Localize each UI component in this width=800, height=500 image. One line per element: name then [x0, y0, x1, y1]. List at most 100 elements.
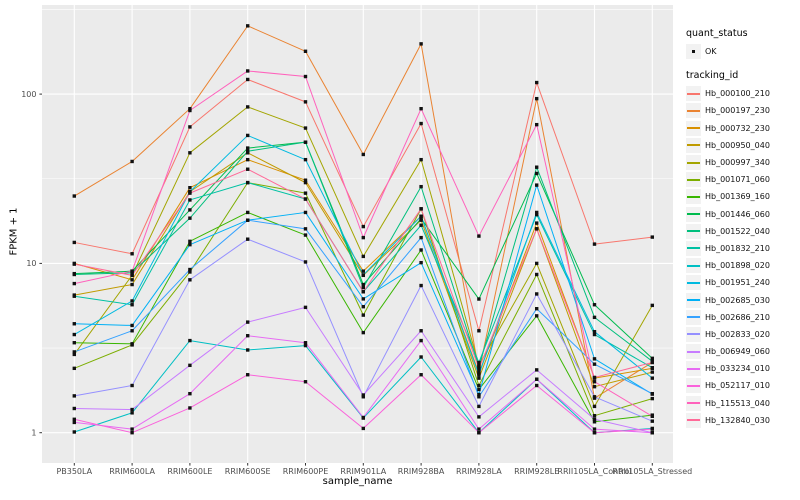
legend-entry-Hb_052117_010: Hb_052117_010	[686, 377, 798, 394]
data-point-Hb_002686_210	[535, 307, 539, 311]
data-point-Hb_000100_210	[188, 125, 192, 129]
data-point-Hb_132840_030	[303, 197, 308, 201]
data-point-Hb_002686_210	[477, 395, 481, 399]
data-point-Hb_002833_020	[419, 283, 423, 288]
legend-entry-Hb_002833_020: Hb_002833_020	[686, 326, 798, 343]
data-point-Hb_001951_240	[361, 273, 365, 277]
data-point-Hb_033234_010	[535, 377, 539, 381]
data-point-Hb_132840_030	[188, 191, 192, 195]
legend-entry-Hb_001522_040: Hb_001522_040	[686, 223, 798, 240]
data-point-Hb_001522_040	[535, 165, 539, 169]
data-point-Hb_001898_020	[303, 343, 308, 348]
data-point-Hb_052117_010	[592, 431, 597, 435]
legend-color-line	[687, 264, 700, 267]
data-point-Hb_001071_060	[535, 272, 539, 277]
data-point-Hb_001522_040	[419, 184, 423, 189]
data-point-Hb_001898_020	[72, 430, 76, 434]
legend-entry-label: Hb_000950_040	[705, 140, 770, 150]
legend-tracking-id-title: tracking_id	[686, 70, 739, 82]
data-point-Hb_001446_060	[650, 356, 654, 361]
data-point-Hb_000732_230	[188, 185, 192, 190]
data-point-Hb_001446_060	[361, 282, 365, 287]
data-point-Hb_000950_040	[477, 376, 481, 380]
legend: quant_status OK tracking_id Hb_000100_21…	[686, 28, 798, 429]
data-point-Hb_052117_010	[361, 426, 365, 431]
legend-spacer	[686, 60, 798, 70]
data-point-Hb_052117_010	[246, 373, 250, 377]
legend-color-line	[687, 230, 700, 233]
data-point-Hb_132840_030	[246, 167, 250, 171]
ok-point-icon	[691, 49, 696, 54]
data-point-Hb_006949_060	[592, 417, 597, 421]
legend-entry-label: Hb_000100_210	[705, 89, 770, 99]
data-point-Hb_001369_160	[188, 239, 192, 244]
data-point-Hb_000997_340	[303, 126, 308, 130]
data-point-Hb_001071_060	[592, 414, 597, 418]
data-point-Hb_001951_240	[650, 376, 654, 380]
data-point-Hb_002833_020	[188, 278, 192, 282]
legend-key-line-icon	[686, 120, 701, 136]
x-tick-label-RRII105LA_Stressed: RRII105LA_Stressed	[612, 467, 692, 476]
data-point-Hb_002686_210	[650, 391, 654, 396]
data-point-Hb_052117_010	[303, 380, 308, 384]
data-point-Hb_000997_340	[246, 105, 250, 109]
legend-entry-Hb_001898_020: Hb_001898_020	[686, 257, 798, 274]
data-point-Hb_001071_060	[72, 366, 76, 371]
data-point-Hb_033234_010	[477, 427, 481, 431]
data-point-Hb_002686_210	[188, 267, 192, 272]
legend-color-line	[687, 350, 700, 353]
data-point-Hb_001832_210	[188, 198, 192, 202]
data-point-Hb_001369_160	[419, 248, 423, 252]
data-point-Hb_033234_010	[246, 334, 250, 338]
legend-color-line	[687, 281, 700, 284]
data-point-Hb_115513_040	[130, 269, 134, 273]
data-point-Hb_000997_340	[592, 404, 597, 409]
legend-entry-label: Hb_001071_060	[705, 175, 770, 185]
data-point-Hb_001832_210	[592, 332, 597, 337]
x-axis-title: sample_name	[322, 476, 393, 487]
data-point-Hb_006949_060	[303, 305, 308, 310]
legend-entry-label: Hb_001522_040	[705, 226, 770, 236]
data-point-Hb_033234_010	[592, 427, 597, 431]
data-point-Hb_001522_040	[72, 272, 76, 277]
data-point-Hb_001898_020	[130, 411, 134, 415]
data-point-Hb_052117_010	[535, 383, 539, 388]
data-point-Hb_001951_240	[72, 332, 76, 337]
legend-entry-label: Hb_001369_160	[705, 192, 770, 202]
data-point-Hb_115513_040	[246, 69, 250, 73]
data-point-Hb_001951_240	[130, 299, 134, 303]
y-tick-label-10: 10	[26, 259, 36, 268]
legend-entry-Hb_000197_230: Hb_000197_230	[686, 102, 798, 119]
legend-color-line	[687, 109, 700, 112]
data-point-Hb_000732_230	[130, 278, 134, 282]
legend-key-line-icon	[686, 206, 701, 222]
data-point-Hb_000197_230	[361, 152, 365, 157]
data-point-Hb_052117_010	[130, 431, 134, 435]
legend-entry-Hb_115513_040: Hb_115513_040	[686, 395, 798, 412]
data-point-Hb_001832_210	[72, 294, 76, 298]
legend-key-line-icon	[686, 86, 701, 102]
data-point-Hb_001369_160	[477, 387, 481, 392]
data-point-Hb_002686_210	[72, 350, 76, 354]
legend-color-line	[687, 384, 700, 387]
data-point-Hb_001898_020	[419, 355, 423, 359]
data-point-Hb_000197_230	[535, 96, 539, 101]
data-point-Hb_002685_030	[130, 323, 134, 328]
legend-entry-Hb_132840_030: Hb_132840_030	[686, 412, 798, 429]
legend-entry-Hb_033234_010: Hb_033234_010	[686, 360, 798, 377]
legend-entry-label: Hb_000197_230	[705, 106, 770, 116]
data-point-Hb_000997_340	[535, 261, 539, 266]
data-point-Hb_002686_210	[246, 218, 250, 222]
legend-entry-Hb_002686_210: Hb_002686_210	[686, 309, 798, 326]
data-point-Hb_000100_210	[72, 240, 76, 245]
data-point-Hb_001369_160	[246, 210, 250, 215]
data-point-Hb_000100_210	[650, 235, 654, 239]
data-point-Hb_002833_020	[303, 260, 308, 264]
data-point-Hb_000950_040	[592, 384, 597, 389]
legend-entry-label: Hb_001951_240	[705, 278, 770, 288]
legend-entry-label: Hb_001832_210	[705, 243, 770, 253]
data-point-Hb_002833_020	[246, 237, 250, 241]
data-point-Hb_002686_210	[130, 329, 134, 333]
